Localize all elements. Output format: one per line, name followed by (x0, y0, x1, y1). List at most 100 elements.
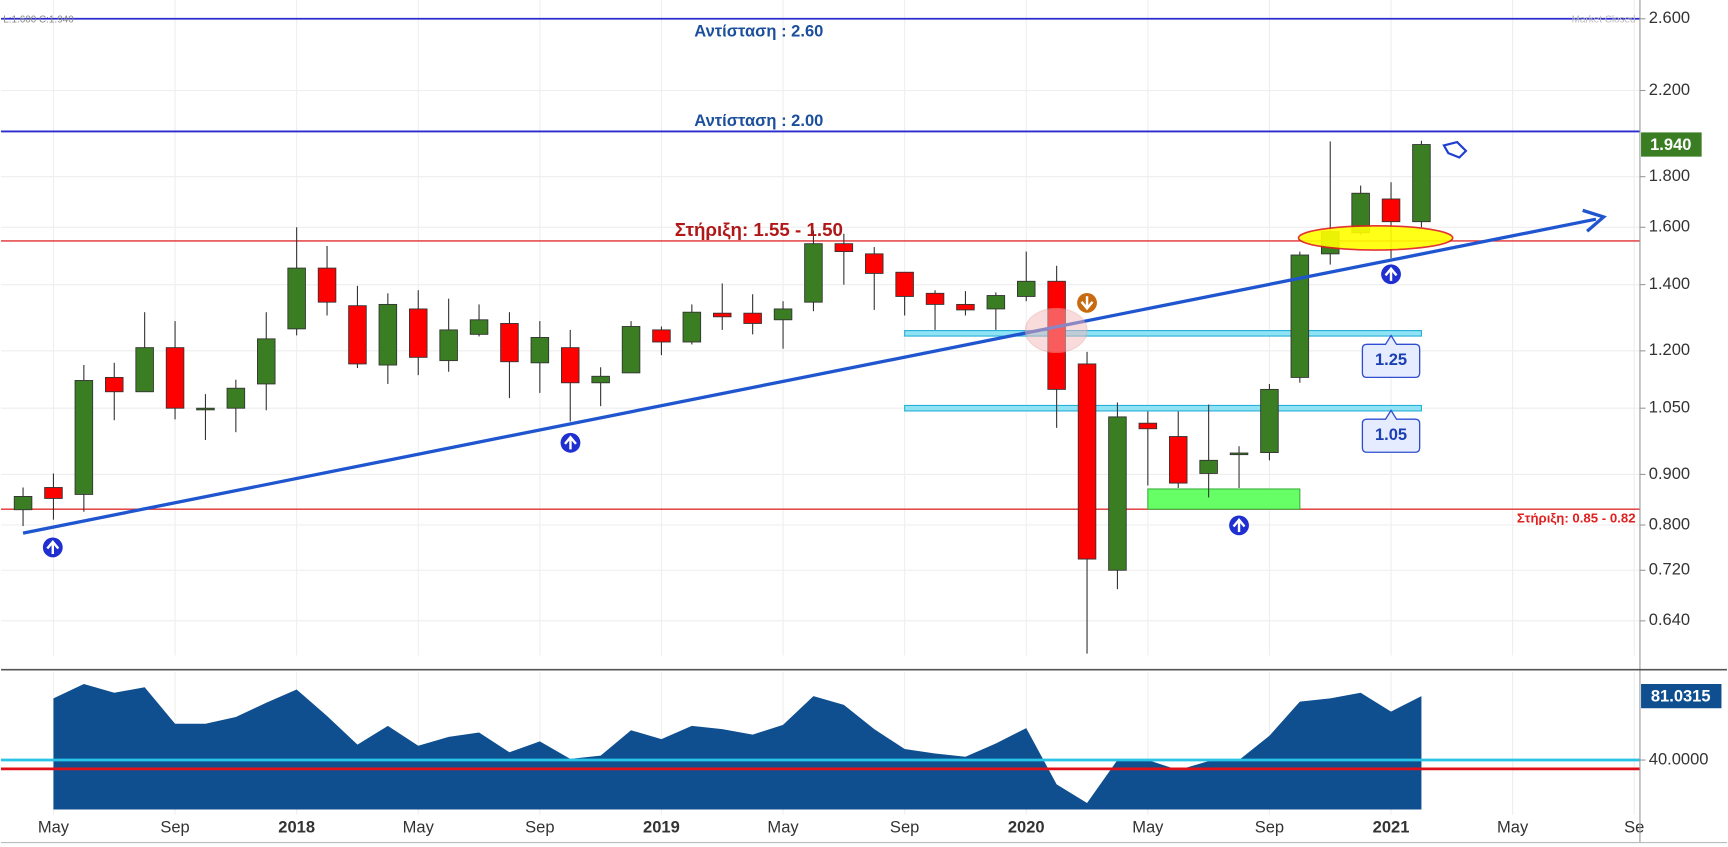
candle-body (378, 303, 398, 366)
y-tick-label: 0.900 (1649, 464, 1690, 483)
y-tick-label: 40.0000 (1649, 749, 1709, 768)
x-tick-label: May (767, 818, 799, 837)
candle-body (895, 271, 914, 297)
candle-body (1381, 198, 1401, 223)
candle-body (1412, 144, 1431, 223)
level-label: Στήριξη: 0.85 - 0.82 (1517, 511, 1636, 526)
zone-label: 1.25 (1375, 350, 1407, 369)
level-label: Αντίσταση : 2.00 (694, 111, 823, 130)
candle-body (591, 375, 610, 384)
current-price-box (1641, 132, 1702, 157)
zone-label: 1.05 (1375, 425, 1407, 444)
x-tick-label: 2019 (643, 818, 680, 837)
candle-body (500, 323, 519, 363)
candle-body (1290, 254, 1310, 378)
y-tick-label: 0.720 (1649, 560, 1690, 579)
highlight-ellipse (1024, 307, 1088, 354)
candle-body (165, 347, 185, 409)
y-tick-label: 1.400 (1649, 274, 1690, 293)
candle-body (1229, 452, 1249, 456)
x-tick-label: 2018 (278, 818, 315, 837)
candle-body (743, 312, 762, 324)
signal-arrow (564, 435, 577, 450)
x-tick-label: Sep (525, 818, 554, 837)
y-tick-label: 2.600 (1649, 8, 1690, 27)
y-tick-label: 0.800 (1649, 514, 1690, 533)
signal-arrow (1080, 296, 1094, 311)
candle-body (74, 380, 94, 495)
candle-body (560, 347, 580, 384)
market-status: Market Closed (1572, 14, 1636, 25)
y-tick-label: 1.800 (1649, 166, 1690, 185)
x-tick-label: 2020 (1008, 818, 1045, 837)
signal-arrow (1384, 266, 1398, 281)
candle-body (682, 311, 702, 343)
x-tick-label: Sep (160, 818, 189, 837)
candle-body (439, 329, 458, 362)
zone-band (904, 404, 1422, 412)
zone-band (904, 330, 1422, 337)
candle-body (956, 303, 975, 311)
y-tick-label: 0.640 (1649, 610, 1690, 629)
candle-body (1199, 459, 1218, 474)
y-tick-label: 1.050 (1649, 398, 1690, 417)
signal-arrow (46, 540, 60, 555)
candle-body (834, 243, 854, 253)
current-price-label: 1.940 (1650, 135, 1691, 154)
candle-body (773, 308, 793, 321)
pencil-icon (1442, 140, 1468, 159)
candle-body (196, 407, 215, 411)
candle-body (1077, 363, 1097, 560)
overlay: 2.600 2.200 1.800 1.600 1.400 1.200 1.050 0.900… (38, 8, 1722, 837)
candle-body (257, 338, 276, 385)
x-tick-label: May (403, 818, 435, 837)
candle-body (469, 319, 489, 335)
zone-callout (1361, 334, 1421, 379)
x-tick-label: May (1132, 818, 1164, 837)
candle-body (135, 347, 154, 393)
x-tick-label: May (1497, 818, 1529, 837)
x-tick-label: Se (1624, 818, 1644, 837)
candle-body (1168, 436, 1188, 484)
zone-box (1147, 488, 1301, 510)
candle-body (712, 312, 732, 318)
candle-body (925, 292, 945, 305)
candle-body (287, 267, 306, 330)
candle-body (1260, 388, 1279, 453)
candle-body (1016, 280, 1036, 297)
candle-body (1108, 416, 1127, 571)
indicator-area (53, 684, 1422, 810)
candle-body (408, 308, 428, 358)
current-indicator-label: 81.0315 (1651, 687, 1711, 706)
candle-body (44, 487, 63, 499)
level-label: Αντίσταση : 2.60 (694, 21, 823, 40)
x-tick-label: Sep (1255, 818, 1284, 837)
ohlc-readout: L:1.600 C:1.940 (3, 14, 74, 25)
signal-arrow (1232, 517, 1246, 532)
candle-body (530, 337, 550, 364)
current-indicator-box (1641, 684, 1722, 709)
candle-body (804, 243, 823, 303)
zone-callout (1361, 409, 1421, 453)
candle-body (652, 329, 671, 343)
x-tick-label: 2021 (1373, 818, 1410, 837)
candle-body (105, 376, 124, 393)
trend-arrow (1582, 208, 1607, 233)
candle-body (864, 253, 884, 274)
candle-body (13, 496, 33, 511)
y-tick-label: 1.600 (1649, 217, 1690, 236)
candle-body (317, 267, 337, 303)
trend-line (22, 217, 1597, 535)
candle-body (986, 295, 1006, 310)
x-tick-label: May (38, 818, 70, 837)
level-label: Στήριξη: 1.55 - 1.50 (675, 219, 843, 241)
highlight-ellipse (1297, 224, 1454, 251)
candle-body (621, 326, 641, 374)
x-tick-label: Sep (890, 818, 919, 837)
y-tick-label: 2.200 (1649, 80, 1690, 99)
candle-body (348, 305, 367, 365)
candle-body (226, 387, 246, 409)
candle-body (1138, 422, 1158, 430)
